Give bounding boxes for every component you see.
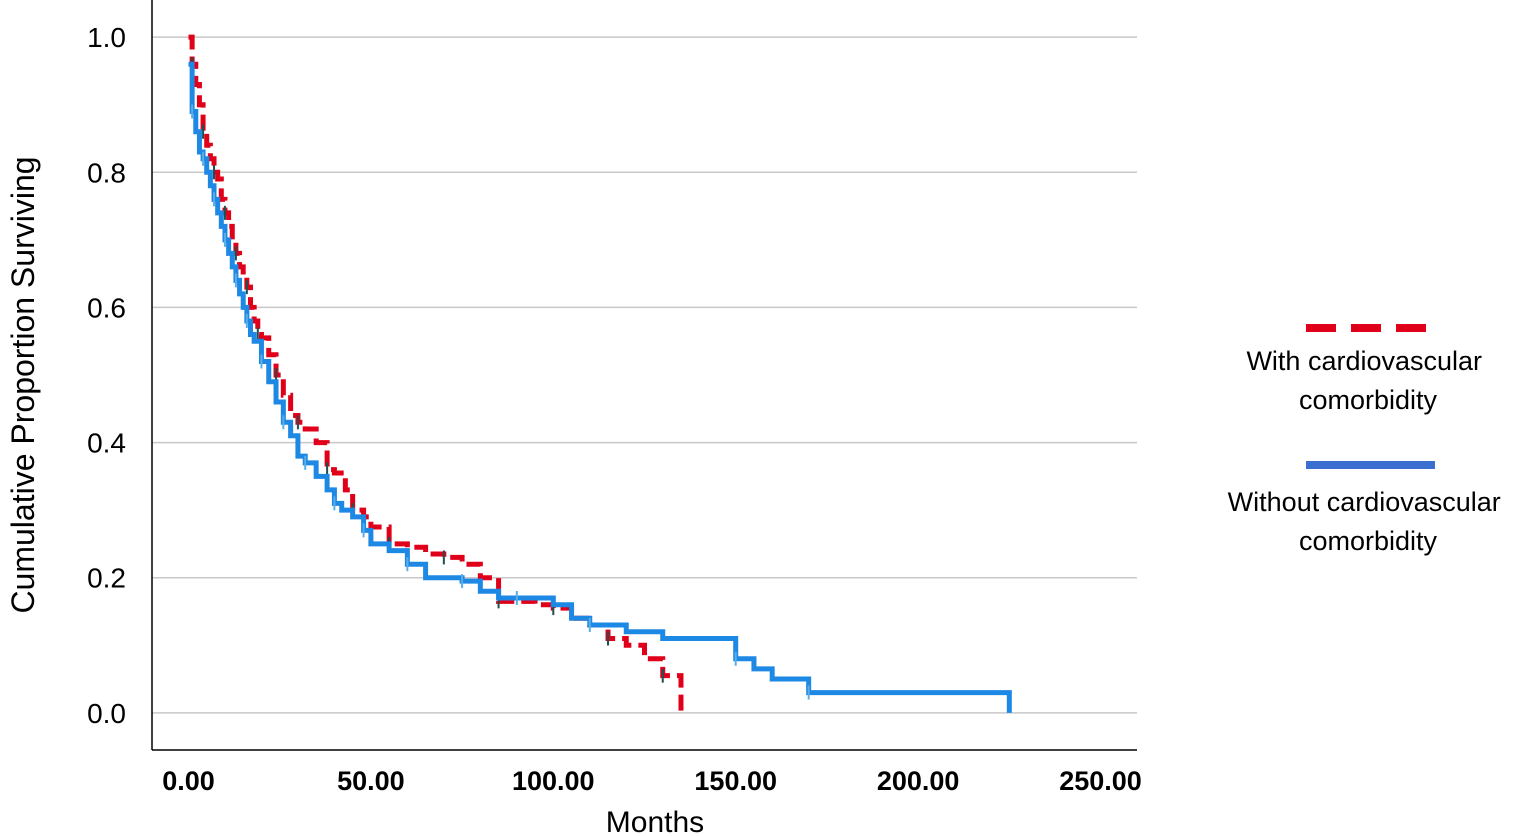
x-tick-labels: 0.00 50.00 100.00 150.00 200.00 250.00: [162, 766, 1142, 796]
y-tick-label: 1.0: [87, 22, 126, 53]
series-layer: [188, 34, 1012, 713]
grid-lines: [152, 36, 1137, 714]
x-axis-label: Months: [606, 806, 704, 836]
y-tick-label: 0.4: [87, 428, 126, 459]
y-tick-label: 0.8: [87, 157, 126, 188]
y-tick-label: 0.6: [87, 292, 126, 323]
legend-label-with-cvd: With cardiovascular comorbidity: [1246, 346, 1489, 415]
x-tick-label: 200.00: [877, 766, 960, 796]
x-tick-label: 250.00: [1059, 766, 1142, 796]
y-tick-label: 0.0: [87, 698, 126, 729]
x-tick-label: 50.00: [337, 766, 405, 796]
x-tick-label: 150.00: [694, 766, 777, 796]
x-tick-label: 100.00: [512, 766, 595, 796]
y-tick-labels: 0.0 0.2 0.4 0.6 0.8 1.0: [87, 22, 126, 729]
series-line-1: [188, 34, 684, 713]
x-tick-label: 0.00: [162, 766, 215, 796]
series-line-2: [188, 61, 1012, 713]
axes: [151, 0, 1137, 751]
legend: With cardiovascular comorbidity Without …: [1228, 324, 1509, 556]
y-tick-label: 0.2: [87, 563, 126, 594]
y-axis-label: Cumulative Proportion Surviving: [5, 156, 41, 613]
legend-label-without-cvd: Without cardiovascular comorbidity: [1228, 487, 1509, 556]
